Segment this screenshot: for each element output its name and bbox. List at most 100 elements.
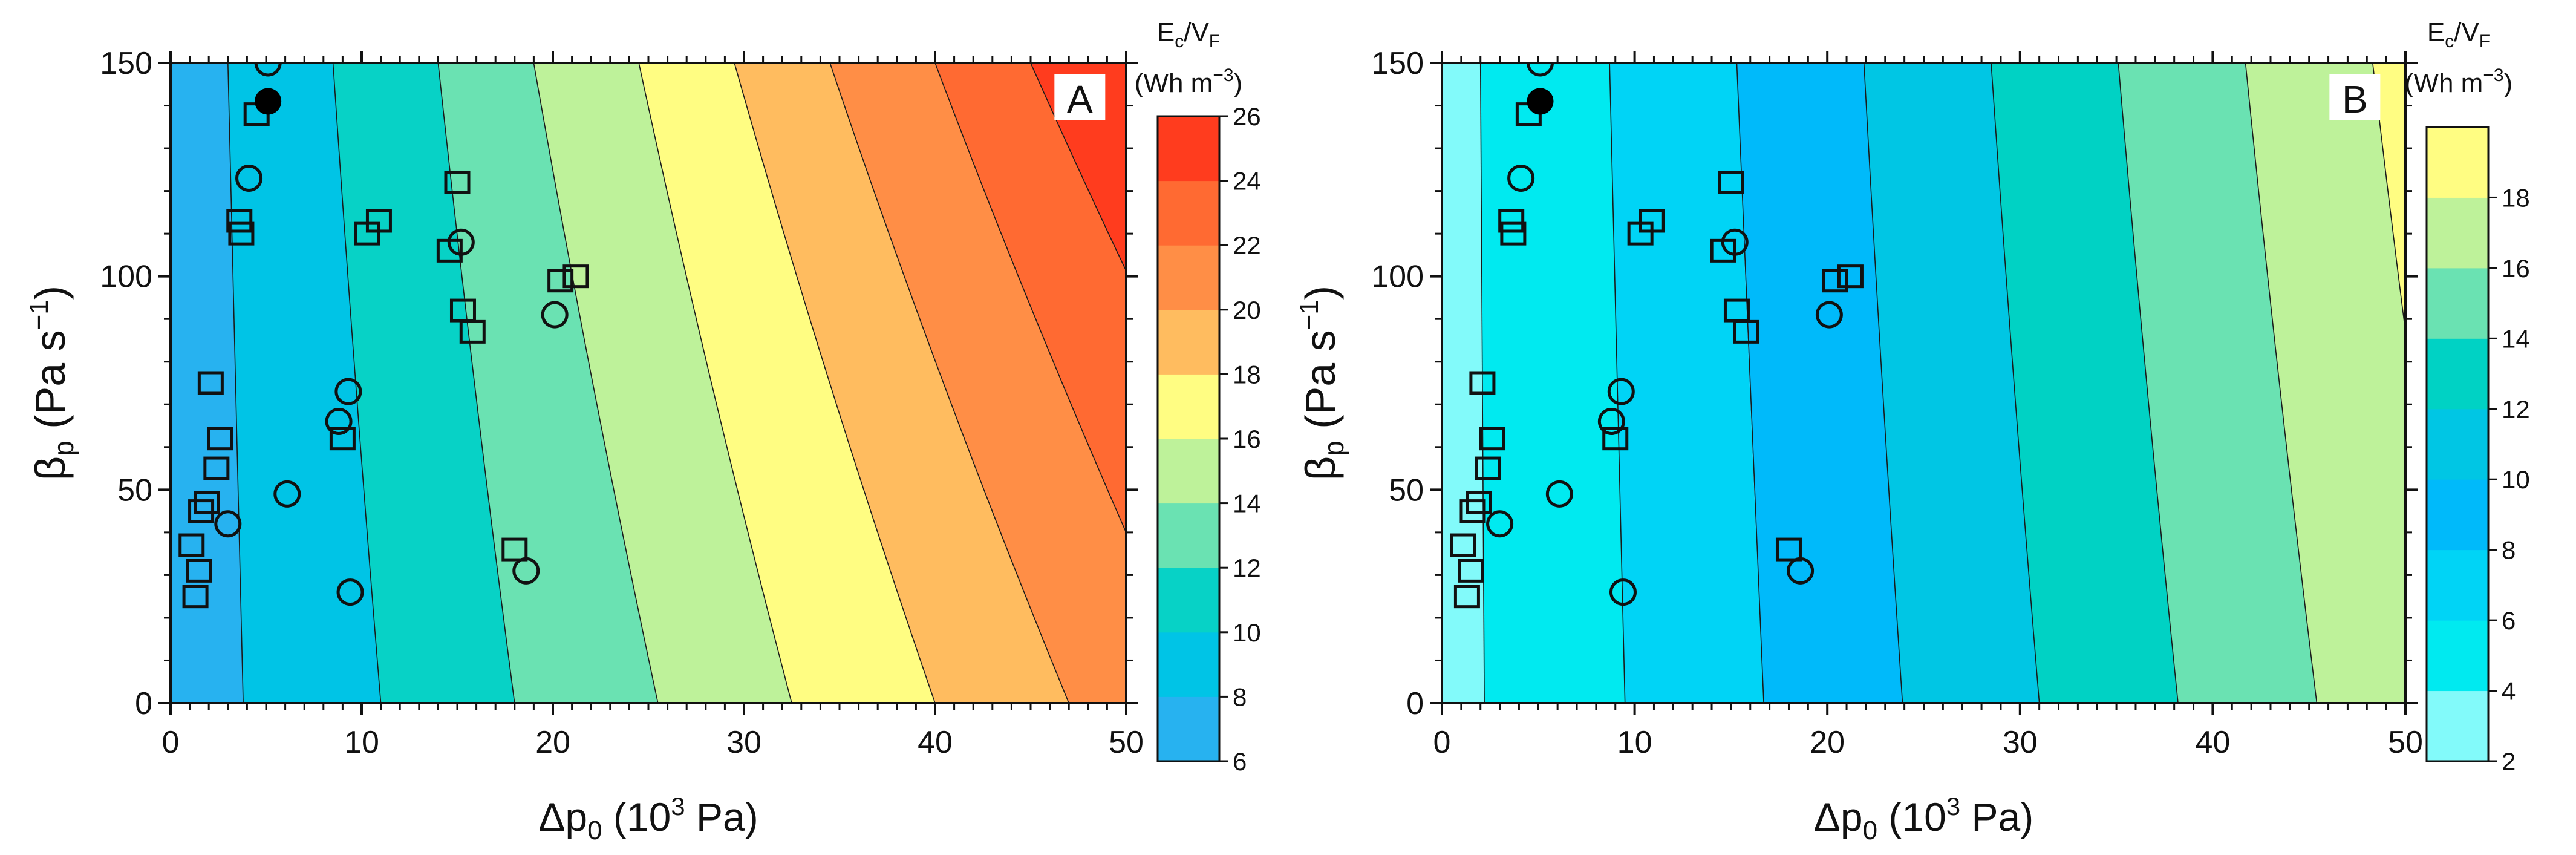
square-marker — [1822, 269, 1848, 293]
contour-band — [2245, 63, 2405, 703]
y-tick-label: 0 — [1406, 686, 1424, 721]
y-tick-label: 150 — [1371, 46, 1424, 81]
colorbar-segment — [1158, 180, 1219, 246]
y-axis-label: βp (Pa s−1) — [1294, 286, 1349, 480]
colorbar-title-mid: /V — [1184, 18, 1209, 47]
circle-marker — [1486, 510, 1514, 538]
contour-line — [2245, 63, 2318, 703]
x-axis-label-sub: 0 — [587, 816, 602, 845]
colorbar-tick-label: 20 — [1233, 296, 1261, 324]
contour-band — [438, 63, 658, 703]
circle-marker — [334, 378, 362, 405]
colorbar-tick-label: 6 — [1233, 747, 1247, 776]
colorbar-segment — [1158, 439, 1219, 504]
y-tick-label: 50 — [117, 473, 152, 508]
panel-label-box — [1054, 74, 1106, 120]
colorbar-title-sub2: F — [2479, 31, 2490, 51]
square-marker — [547, 269, 574, 293]
square-marker — [194, 490, 220, 514]
x-axis-label: Δp0 (103 Pa) — [538, 792, 758, 845]
x-axis-label-unit: (10 — [1877, 794, 1946, 839]
contour-line — [638, 63, 792, 703]
square-marker — [178, 533, 205, 557]
x-axis-label-sup: 3 — [671, 792, 685, 821]
y-axis-label-unit: (Pa s — [27, 330, 74, 441]
colorbar-tick-label: 12 — [1233, 554, 1261, 582]
circle-marker — [447, 228, 475, 256]
square-marker — [1602, 427, 1629, 451]
square-marker — [1718, 170, 1744, 194]
colorbar-tick-label: 22 — [1233, 231, 1261, 260]
panel-label-box — [2329, 74, 2381, 120]
colorbar-title-main: E — [2427, 18, 2445, 47]
square-marker — [1479, 427, 1505, 451]
colorbar-segment — [2427, 267, 2488, 339]
colorbar-segment — [2427, 197, 2488, 269]
contour-line — [934, 63, 1126, 534]
contour-band — [639, 63, 935, 703]
circle-marker — [1507, 164, 1535, 192]
panel-label: A — [1067, 77, 1093, 121]
contour-band — [1480, 63, 1625, 703]
colorbar-tick-label: 10 — [1233, 618, 1261, 647]
y-axis-label-sub: p — [48, 441, 79, 456]
square-marker — [197, 371, 224, 395]
square-marker — [365, 209, 392, 233]
colorbar-segment — [2427, 408, 2488, 480]
y-axis-label-unit: (Pa s — [1297, 330, 1344, 441]
square-marker — [182, 585, 209, 609]
x-tick-label: 10 — [344, 725, 379, 760]
circle-marker — [1609, 578, 1637, 606]
colorbar-segment — [1158, 568, 1219, 633]
square-marker — [1475, 456, 1501, 480]
colorbar-segment — [1158, 503, 1219, 568]
colorbar-segment — [1158, 309, 1219, 375]
square-marker — [1469, 371, 1496, 395]
square-marker — [562, 264, 589, 289]
circle-marker — [512, 557, 540, 585]
y-axis-label-main: β — [27, 456, 74, 480]
x-tick-label: 40 — [2195, 725, 2230, 760]
circle-marker — [325, 407, 353, 435]
square-marker — [1639, 209, 1665, 233]
circle-marker — [235, 164, 263, 192]
circle-marker — [336, 578, 364, 606]
colorbar-tick-label: 16 — [2502, 254, 2530, 283]
filled-circle-marker — [1527, 88, 1554, 115]
square-marker — [1450, 533, 1476, 557]
colorbar-unit-post: ) — [2504, 68, 2513, 98]
contour-line — [1863, 63, 1903, 703]
colorbar-segment — [2427, 549, 2488, 621]
circle-marker — [273, 480, 301, 508]
contour-band — [533, 63, 792, 703]
colorbar-title: Ec/VF — [2427, 18, 2490, 51]
y-axis-label-sub: p — [1318, 441, 1349, 456]
colorbar-tick-label: 14 — [2502, 324, 2530, 353]
square-marker — [207, 427, 233, 451]
circle-marker — [541, 301, 569, 329]
x-tick-label: 50 — [1109, 725, 1144, 760]
colorbar-tick-label: 8 — [2502, 536, 2516, 565]
colorbar-segment — [1158, 632, 1219, 697]
colorbar-unit: (Wh m−3) — [1135, 65, 1242, 98]
colorbar-segment — [2427, 690, 2488, 762]
contour-band — [227, 63, 381, 703]
square-marker — [1733, 319, 1759, 344]
square-marker — [459, 319, 486, 344]
square-marker — [444, 170, 471, 194]
square-marker — [226, 209, 253, 233]
x-axis-label-main: Δp — [538, 794, 587, 839]
contour-line — [533, 63, 659, 703]
y-tick-label: 150 — [100, 46, 152, 81]
circle-marker — [1607, 378, 1635, 405]
contour-band — [734, 63, 1069, 703]
x-tick-label: 50 — [2388, 725, 2423, 760]
square-marker — [329, 427, 356, 451]
x-tick-label: 30 — [2003, 725, 2038, 760]
contour-line — [2372, 63, 2405, 336]
contour-line — [1030, 63, 1126, 272]
contour-line — [1479, 63, 1485, 703]
y-axis-label-sup: −1 — [24, 300, 54, 330]
